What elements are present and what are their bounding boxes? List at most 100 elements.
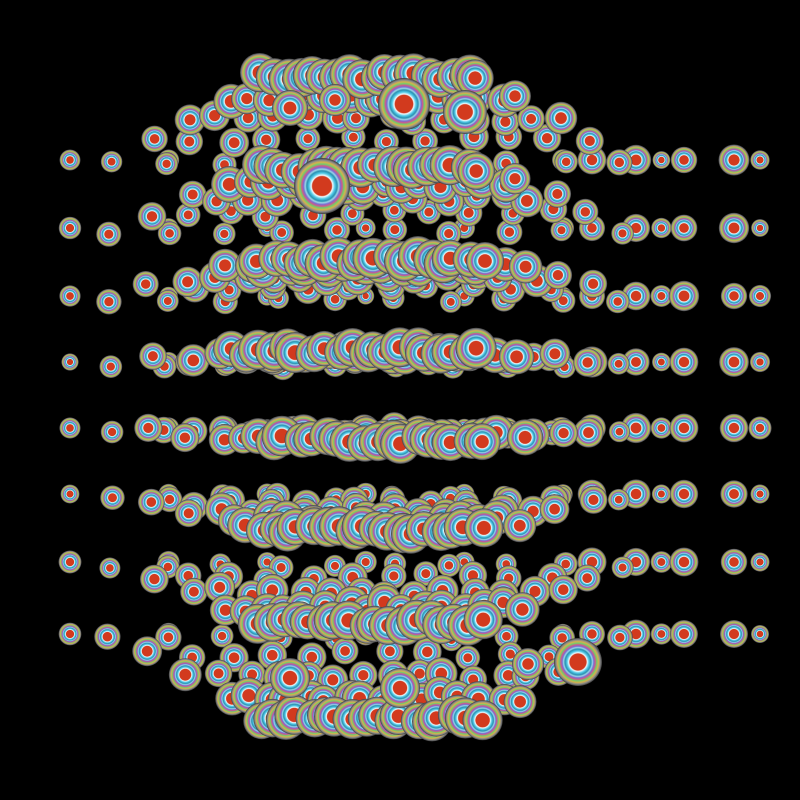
- ringed-sphere: [719, 347, 749, 377]
- ringed-sphere: [503, 509, 537, 543]
- ringed-sphere: [155, 624, 182, 651]
- ringed-sphere: [607, 488, 630, 511]
- ringed-sphere: [720, 548, 748, 576]
- ringed-sphere: [58, 622, 82, 646]
- ringed-sphere: [463, 600, 503, 640]
- ringed-sphere: [650, 285, 673, 307]
- ringed-sphere: [100, 150, 123, 173]
- ringed-sphere: [455, 327, 497, 369]
- ringed-sphere: [132, 636, 163, 667]
- ringed-sphere: [650, 551, 673, 573]
- ringed-sphere: [611, 222, 634, 245]
- ringed-sphere: [622, 348, 650, 376]
- ringed-sphere: [463, 423, 501, 461]
- ringed-sphere: [378, 78, 430, 130]
- ringed-sphere: [210, 624, 234, 648]
- ringed-sphere: [96, 221, 122, 247]
- ringed-sphere: [651, 484, 672, 504]
- ringed-sphere: [670, 214, 698, 242]
- ringed-sphere: [58, 216, 82, 240]
- ringed-sphere: [137, 488, 165, 516]
- ringed-sphere: [155, 152, 179, 176]
- ringed-sphere: [100, 420, 124, 444]
- ringed-sphere: [605, 289, 630, 314]
- ringed-sphere: [466, 242, 504, 280]
- ringed-sphere: [204, 659, 233, 688]
- ringed-sphere: [457, 152, 495, 190]
- ringed-sphere: [750, 552, 770, 572]
- ringed-sphere: [464, 508, 504, 548]
- ringed-sphere: [177, 344, 210, 377]
- ringed-sphere: [550, 219, 573, 242]
- ringed-sphere: [319, 84, 351, 116]
- ringed-sphere: [748, 416, 772, 440]
- ringed-sphere: [58, 550, 82, 574]
- ringed-sphere: [168, 658, 202, 692]
- ringed-sphere: [651, 217, 672, 239]
- ringed-sphere: [548, 575, 578, 605]
- ringed-sphere: [506, 419, 544, 456]
- ringed-sphere: [294, 158, 350, 214]
- ringed-sphere: [573, 564, 601, 592]
- ringed-sphere: [539, 338, 571, 370]
- ringed-sphere: [508, 250, 543, 284]
- ringed-sphere: [608, 421, 631, 443]
- ringed-sphere: [670, 620, 698, 648]
- ringed-sphere: [670, 146, 698, 174]
- ringed-sphere: [141, 125, 168, 153]
- ringed-sphere: [60, 484, 80, 504]
- ringed-sphere: [439, 290, 462, 313]
- ringed-sphere: [178, 180, 207, 209]
- ringed-sphere: [496, 219, 523, 246]
- ringed-sphere: [720, 282, 748, 310]
- ringed-sphere: [156, 290, 179, 312]
- ringed-sphere: [269, 220, 295, 245]
- ringed-sphere: [718, 144, 750, 176]
- ringed-sphere: [175, 202, 201, 228]
- ringed-sphere: [172, 266, 203, 297]
- ringed-sphere: [132, 271, 159, 298]
- ringed-sphere: [607, 624, 633, 651]
- ringed-sphere: [61, 353, 79, 371]
- ringed-sphere: [272, 90, 308, 126]
- ringed-sphere: [382, 217, 408, 243]
- ringed-sphere: [99, 557, 121, 579]
- ringed-sphere: [180, 577, 208, 606]
- ringed-sphere: [174, 104, 206, 136]
- ringed-sphere: [436, 220, 462, 247]
- ringed-sphere: [208, 248, 242, 283]
- ringed-sphere: [331, 637, 359, 665]
- ringed-sphere: [323, 216, 351, 244]
- sphere-group: [58, 53, 772, 742]
- ringed-sphere: [355, 217, 376, 239]
- ringed-sphere: [94, 623, 121, 650]
- ringed-sphere: [669, 413, 699, 443]
- ringed-sphere: [650, 623, 673, 645]
- ringed-sphere: [59, 285, 81, 307]
- ringed-sphere: [579, 485, 608, 514]
- ringed-sphere: [652, 352, 671, 372]
- ringed-sphere: [668, 280, 700, 312]
- ringed-sphere: [554, 150, 578, 174]
- ringed-sphere: [157, 221, 182, 246]
- ringed-sphere: [437, 553, 461, 578]
- ringed-sphere: [669, 547, 699, 577]
- ringed-sphere: [503, 685, 537, 719]
- ringed-sphere: [750, 150, 770, 170]
- ringed-sphere: [140, 564, 169, 594]
- ringed-sphere: [650, 417, 673, 439]
- ringed-sphere: [573, 417, 604, 448]
- ringed-sphere: [219, 127, 250, 158]
- ringed-sphere: [543, 180, 572, 208]
- ringed-sphere: [573, 348, 602, 377]
- ringed-sphere: [544, 101, 578, 135]
- ringed-sphere: [96, 288, 122, 315]
- ringed-sphere: [137, 202, 167, 231]
- ringed-sphere: [575, 126, 604, 155]
- ringed-sphere: [456, 59, 494, 97]
- ringed-sphere: [212, 222, 236, 246]
- ringed-sphere: [499, 80, 531, 113]
- ringed-sphere: [295, 126, 321, 152]
- ringed-sphere: [718, 212, 750, 244]
